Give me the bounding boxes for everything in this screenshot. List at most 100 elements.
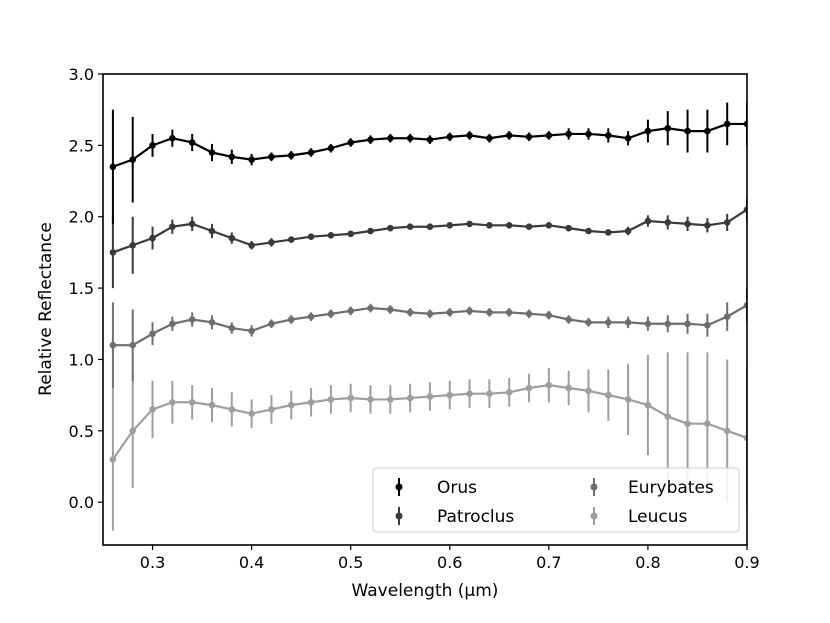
data-point xyxy=(347,139,354,146)
data-point xyxy=(545,132,553,139)
data-point xyxy=(604,319,612,326)
data-point xyxy=(109,249,117,256)
data-point xyxy=(228,406,236,413)
data-point xyxy=(228,324,236,332)
data-point xyxy=(565,130,572,138)
data-point xyxy=(565,384,572,392)
data-point xyxy=(486,390,493,398)
data-point xyxy=(287,401,295,409)
legend: Orus Patroclus Eurybates Leucus xyxy=(372,467,740,533)
x-tick-label: 0.5 xyxy=(338,553,363,572)
data-series-layer xyxy=(109,102,747,531)
legend-entry-orus: Orus xyxy=(395,478,477,498)
axis-ticks: 0.3 0.4 0.5 0.6 0.7 0.8 0.9 0.0 0.5 1.0 1.5 2.0 2.5 3… xyxy=(69,65,760,572)
plot-frame xyxy=(102,73,748,546)
data-point xyxy=(525,384,533,392)
data-point xyxy=(307,233,315,241)
data-point xyxy=(486,221,493,229)
data-point xyxy=(426,136,434,143)
data-point xyxy=(149,234,156,242)
legend-entry-patroclus: Patroclus xyxy=(395,507,514,527)
data-point xyxy=(466,390,473,398)
data-point xyxy=(723,219,731,226)
data-point xyxy=(287,316,295,323)
data-point xyxy=(505,221,513,229)
data-point xyxy=(644,217,652,225)
x-tick-label: 0.9 xyxy=(734,553,759,572)
data-point xyxy=(664,124,672,132)
data-point xyxy=(585,319,592,326)
legend-label: Eurybates xyxy=(628,478,714,498)
data-point xyxy=(347,230,354,238)
data-point xyxy=(406,223,414,231)
data-point xyxy=(466,307,473,315)
data-point xyxy=(327,231,335,239)
data-point xyxy=(406,394,414,402)
x-axis-label: Wavelength (μm) xyxy=(352,581,499,601)
data-point xyxy=(268,239,275,246)
y-tick-label: 1.5 xyxy=(69,279,94,298)
data-point xyxy=(505,388,513,396)
data-point xyxy=(188,316,196,323)
data-point xyxy=(307,313,315,320)
series-patroclus xyxy=(109,198,747,289)
data-point xyxy=(228,153,236,161)
data-point xyxy=(406,309,414,316)
data-point xyxy=(129,156,137,163)
data-point xyxy=(604,229,612,236)
data-point xyxy=(268,153,275,161)
data-point xyxy=(486,309,493,316)
data-point xyxy=(604,132,612,139)
data-point xyxy=(664,219,672,226)
data-point xyxy=(208,227,216,235)
data-point xyxy=(307,398,315,406)
data-point xyxy=(387,134,394,142)
data-point xyxy=(743,301,747,309)
data-point xyxy=(684,320,691,328)
data-point xyxy=(228,234,236,242)
data-point xyxy=(565,224,572,232)
data-point xyxy=(149,406,156,413)
data-point xyxy=(347,394,354,402)
data-point xyxy=(169,223,176,231)
data-point xyxy=(624,319,632,326)
legend-box xyxy=(372,467,740,533)
data-point xyxy=(545,311,553,319)
data-point xyxy=(466,132,473,139)
data-point xyxy=(169,134,176,142)
legend-marker xyxy=(395,512,403,520)
data-point xyxy=(505,132,513,139)
data-point xyxy=(565,316,572,323)
data-point xyxy=(149,142,156,149)
data-point xyxy=(704,221,711,229)
data-point xyxy=(248,241,255,249)
data-point xyxy=(327,144,335,152)
data-point xyxy=(426,310,434,318)
data-point xyxy=(129,341,137,349)
data-point xyxy=(684,220,691,228)
legend-label: Orus xyxy=(437,478,477,498)
x-tick-label: 0.7 xyxy=(536,553,561,572)
legend-marker xyxy=(590,483,598,491)
y-tick-label: 2.5 xyxy=(69,136,94,155)
data-point xyxy=(208,319,216,326)
data-point xyxy=(664,320,672,328)
data-point xyxy=(188,139,196,146)
data-point xyxy=(644,401,652,409)
legend-entry-eurybates: Eurybates xyxy=(590,478,714,498)
data-point xyxy=(109,163,117,171)
data-point xyxy=(287,236,295,243)
data-point xyxy=(723,313,731,320)
data-point xyxy=(208,401,216,409)
data-point xyxy=(347,307,354,315)
data-point xyxy=(129,427,137,435)
data-point xyxy=(367,304,374,312)
x-tick-label: 0.4 xyxy=(239,553,264,572)
data-point xyxy=(169,320,176,328)
x-tick-label: 0.8 xyxy=(635,553,660,572)
legend-marker xyxy=(395,483,403,491)
data-point xyxy=(287,152,295,159)
data-point xyxy=(129,241,137,249)
x-tick-label: 0.3 xyxy=(140,553,165,572)
